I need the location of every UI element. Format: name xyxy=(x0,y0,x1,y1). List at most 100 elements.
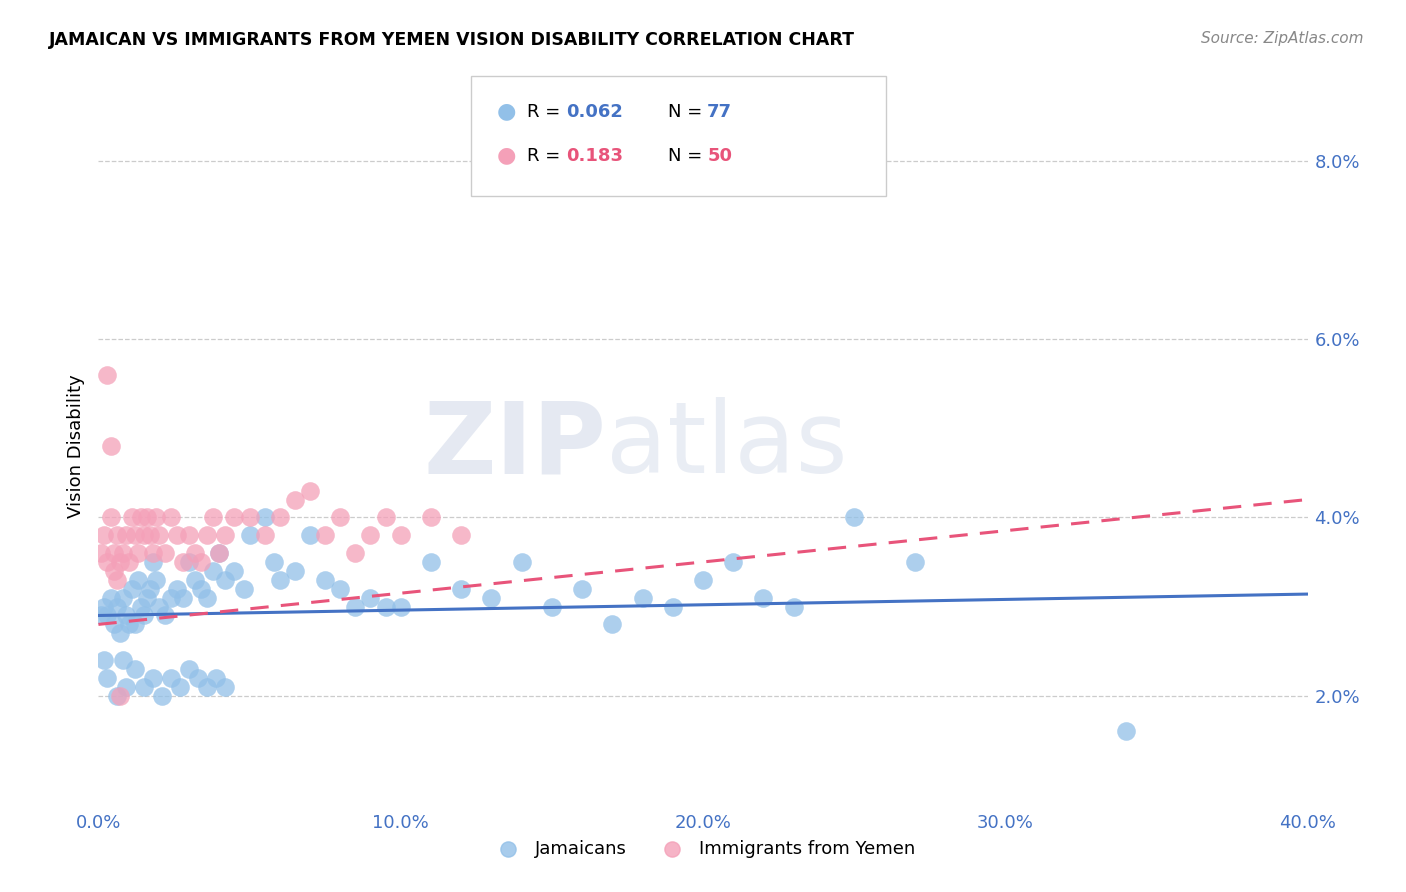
Point xyxy=(420,510,443,524)
Point xyxy=(114,528,136,542)
Point xyxy=(139,582,162,596)
Point xyxy=(208,546,231,560)
Point xyxy=(145,573,167,587)
Point xyxy=(481,591,503,605)
Point xyxy=(202,510,225,524)
Text: JAMAICAN VS IMMIGRANTS FROM YEMEN VISION DISABILITY CORRELATION CHART: JAMAICAN VS IMMIGRANTS FROM YEMEN VISION… xyxy=(49,31,855,49)
Point xyxy=(450,582,472,596)
Text: ●: ● xyxy=(496,101,516,120)
Point xyxy=(142,555,165,569)
Point xyxy=(160,591,183,605)
Point xyxy=(103,546,125,560)
Point xyxy=(299,483,322,498)
Text: N =: N = xyxy=(668,103,707,120)
Point xyxy=(142,671,165,685)
Point xyxy=(184,546,207,560)
Point xyxy=(904,555,927,569)
Point xyxy=(232,582,254,596)
Point xyxy=(100,510,122,524)
Point xyxy=(100,591,122,605)
Point xyxy=(132,680,155,694)
Point xyxy=(239,528,262,542)
Point xyxy=(150,689,173,703)
Point xyxy=(90,608,112,623)
Point xyxy=(420,555,443,569)
Text: Source: ZipAtlas.com: Source: ZipAtlas.com xyxy=(1201,31,1364,46)
Point xyxy=(111,653,134,667)
Point xyxy=(208,546,231,560)
Point xyxy=(187,671,209,685)
Text: 0.183: 0.183 xyxy=(567,147,624,165)
Point xyxy=(148,599,170,614)
Point xyxy=(344,546,367,560)
Point xyxy=(1115,724,1137,739)
Point xyxy=(329,510,352,524)
Point xyxy=(284,492,307,507)
Point xyxy=(96,368,118,382)
Point xyxy=(108,689,131,703)
Point xyxy=(114,680,136,694)
Point xyxy=(105,573,128,587)
Text: R =: R = xyxy=(527,103,567,120)
Point xyxy=(172,555,194,569)
Point xyxy=(602,617,624,632)
Point xyxy=(135,591,157,605)
Text: ZIP: ZIP xyxy=(423,398,606,494)
Point xyxy=(269,510,291,524)
Point xyxy=(224,510,246,524)
Point xyxy=(314,528,336,542)
Point xyxy=(111,546,134,560)
Point xyxy=(224,564,246,578)
Point xyxy=(153,608,176,623)
Point xyxy=(160,510,183,524)
Point xyxy=(93,599,115,614)
Point xyxy=(284,564,307,578)
Point xyxy=(179,555,201,569)
Point xyxy=(135,510,157,524)
Y-axis label: Vision Disability: Vision Disability xyxy=(66,374,84,518)
Point xyxy=(124,617,146,632)
Point xyxy=(142,546,165,560)
Point xyxy=(124,662,146,676)
Point xyxy=(108,626,131,640)
Text: 0.062: 0.062 xyxy=(567,103,623,120)
Text: 50: 50 xyxy=(707,147,733,165)
Point xyxy=(105,689,128,703)
Point xyxy=(540,599,562,614)
Text: N =: N = xyxy=(668,147,707,165)
Point xyxy=(360,591,382,605)
Point xyxy=(329,582,352,596)
Point xyxy=(752,591,775,605)
Point xyxy=(179,528,201,542)
Point xyxy=(195,591,218,605)
Point xyxy=(108,555,131,569)
Point xyxy=(118,617,141,632)
Point xyxy=(153,546,176,560)
Point xyxy=(105,528,128,542)
Point xyxy=(205,671,228,685)
Point xyxy=(374,510,396,524)
Point xyxy=(132,608,155,623)
Text: atlas: atlas xyxy=(606,398,848,494)
Point xyxy=(214,573,236,587)
Point xyxy=(100,439,122,453)
Point xyxy=(169,680,191,694)
Point xyxy=(127,573,149,587)
Point xyxy=(195,680,218,694)
Point xyxy=(93,528,115,542)
Point xyxy=(129,510,152,524)
Point xyxy=(202,564,225,578)
Point xyxy=(631,591,654,605)
Point xyxy=(263,555,285,569)
Point xyxy=(389,528,412,542)
Point xyxy=(93,653,115,667)
Point xyxy=(214,680,236,694)
Point xyxy=(692,573,714,587)
Point xyxy=(160,671,183,685)
Point xyxy=(661,599,683,614)
Point xyxy=(127,546,149,560)
Point xyxy=(121,582,143,596)
Point xyxy=(344,599,367,614)
Point xyxy=(103,617,125,632)
Point xyxy=(184,573,207,587)
